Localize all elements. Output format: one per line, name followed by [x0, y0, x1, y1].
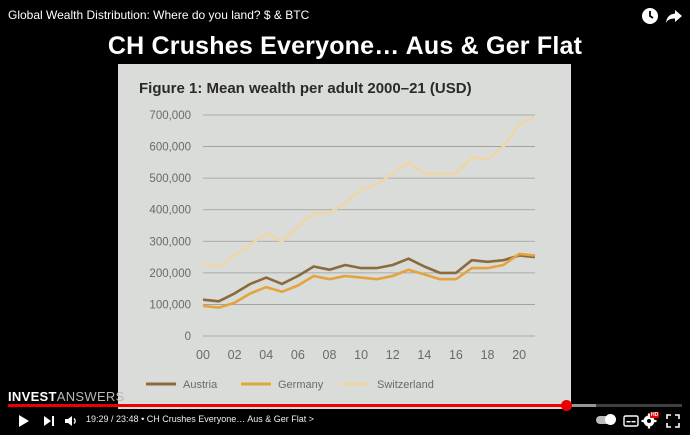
top-bar: Global Wealth Distribution: Where do you… — [0, 0, 690, 32]
x-tick-label: 00 — [196, 348, 210, 362]
volume-icon[interactable] — [62, 412, 80, 430]
next-icon[interactable] — [40, 412, 58, 430]
brand-part2: ANSWERS — [56, 389, 125, 404]
fullscreen-icon[interactable] — [664, 412, 682, 430]
y-tick-label: 100,000 — [149, 299, 191, 311]
brand-part1: INVEST — [8, 389, 57, 404]
video-headline: CH Crushes Everyone… Aus & Ger Flat — [107, 32, 583, 60]
autoplay-toggle-knob[interactable] — [605, 414, 616, 425]
series-line-austria — [202, 254, 536, 303]
progress-played — [8, 404, 567, 407]
chart-title: Figure 1: Mean wealth per adult 2000–21 … — [139, 80, 472, 97]
time-display: 19:29 / 23:48 — [86, 414, 139, 424]
settings-icon[interactable] — [640, 412, 658, 430]
x-tick-label: 10 — [354, 348, 368, 362]
x-tick-label: 02 — [228, 348, 242, 362]
progress-buffered — [566, 404, 597, 407]
x-tick-label: 08 — [323, 348, 337, 362]
legend-label-austria: Austria — [183, 379, 218, 391]
y-tick-label: 400,000 — [149, 205, 191, 217]
series-line-switzerland — [202, 115, 536, 268]
video-title[interactable]: Global Wealth Distribution: Where do you… — [8, 8, 310, 22]
legend-label-switzerland: Switzerland — [377, 379, 434, 391]
y-tick-label: 0 — [185, 331, 191, 343]
y-tick-label: 200,000 — [149, 268, 191, 280]
legend-label-germany: Germany — [278, 379, 324, 391]
x-tick-label: 14 — [417, 348, 431, 362]
chart-slide: Figure 1: Mean wealth per adult 2000–21 … — [118, 64, 571, 409]
time-and-chapter: 19:29 / 23:48 • CH Crushes Everyone… Aus… — [86, 414, 314, 424]
watch-later-icon[interactable] — [640, 6, 660, 26]
share-icon[interactable] — [664, 6, 684, 26]
x-tick-label: 20 — [512, 348, 526, 362]
hd-badge: HD — [650, 412, 660, 418]
y-tick-label: 500,000 — [149, 173, 191, 185]
y-tick-label: 700,000 — [149, 110, 191, 122]
x-tick-label: 06 — [291, 348, 305, 362]
progress-bar[interactable] — [8, 400, 682, 411]
play-icon[interactable] — [14, 412, 32, 430]
chapter-title[interactable]: • CH Crushes Everyone… Aus & Ger Flat > — [141, 414, 315, 424]
player-controls: 19:29 / 23:48 • CH Crushes Everyone… Aus… — [0, 410, 690, 431]
x-tick-label: 18 — [481, 348, 495, 362]
series-line-germany — [202, 252, 536, 309]
x-tick-label: 04 — [259, 348, 273, 362]
autoplay-toggle[interactable] — [596, 416, 612, 424]
channel-logo: INVESTANSWERS — [8, 389, 125, 404]
y-tick-label: 300,000 — [149, 236, 191, 248]
x-tick-label: 12 — [386, 348, 400, 362]
wealth-line-chart: Figure 1: Mean wealth per adult 2000–21 … — [139, 80, 536, 391]
subtitles-icon[interactable] — [622, 412, 640, 430]
x-tick-label: 16 — [449, 348, 463, 362]
scrubber-handle[interactable] — [561, 400, 573, 411]
y-tick-label: 600,000 — [149, 142, 191, 154]
